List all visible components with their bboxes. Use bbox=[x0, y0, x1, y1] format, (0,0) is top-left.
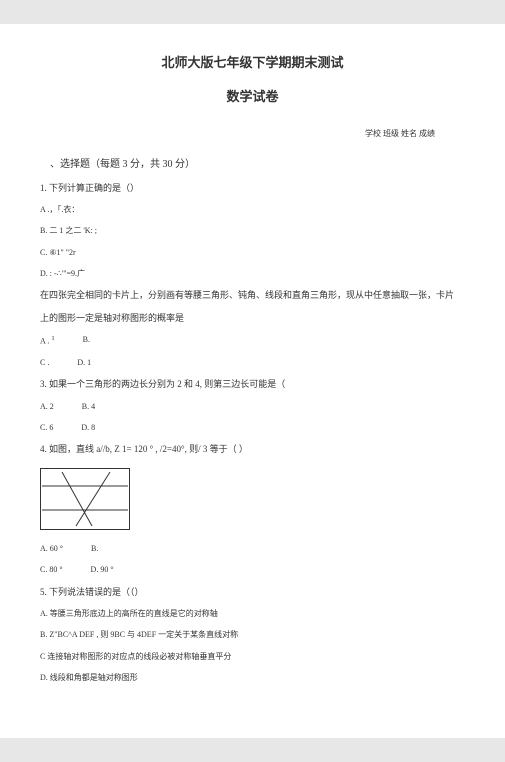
q2-opt-a: A . 1 bbox=[40, 334, 55, 347]
q1-opt-c: C. ⑥1" "2r bbox=[40, 247, 465, 258]
q1-opt-d: D. : -∴'"=9.广 bbox=[40, 268, 465, 279]
q5-opt-a: A. 等腰三角形底边上的高所在的直线是它的对称轴 bbox=[40, 608, 465, 619]
q3-stem: 3. 如果一个三角形的两边长分别为 2 和 4, 则第三边长可能是（ bbox=[40, 378, 465, 391]
q5-opt-b: B. Z"BC^A DEF , 则 9BC 与 4DEF 一定关于某条直线对称 bbox=[40, 629, 465, 640]
q3-opt-b: B. 4 bbox=[82, 401, 95, 412]
q5-opt-c: C 连接轴对称图形的对应点的线段必被对称轴垂直平分 bbox=[40, 651, 465, 662]
q4-opt-ab-row: A. 60 ° B. bbox=[40, 543, 465, 554]
q5-opt-d: D. 线段和角都是轴对称图形 bbox=[40, 672, 465, 683]
q3-opt-d: D. 8 bbox=[81, 422, 95, 433]
q4-opt-d: D. 90 ° bbox=[91, 564, 114, 575]
q2-opt-d: D. 1 bbox=[77, 357, 91, 368]
diagram-border bbox=[41, 468, 130, 529]
q3-opt-cd-row: C. 6 D. 8 bbox=[40, 422, 465, 433]
q4-diagram bbox=[40, 468, 130, 530]
q2-stem-line1: 在四张完全相同的卡片上，分别画有等腰三角形、钝角、线段和直角三角形，现从中任意抽… bbox=[40, 289, 465, 302]
q1-stem: 1. 下列计算正确的是（） bbox=[40, 182, 465, 195]
page-title-line2: 数学试卷 bbox=[40, 88, 465, 106]
q4-opt-cd-row: C. 80 ° D. 90 ° bbox=[40, 564, 465, 575]
q4-opt-c: C. 80 ° bbox=[40, 564, 63, 575]
q4-opt-b: B. bbox=[91, 543, 98, 554]
q1-opt-b: B. 二 1 之二 'K: ; bbox=[40, 225, 465, 236]
q2-opt-cd-row: C . D. 1 bbox=[40, 357, 465, 368]
section-header: 、选择题（每题 3 分，共 30 分） bbox=[50, 158, 465, 172]
q2-stem-line2: 上的图形一定是轴对称图形的概率是 bbox=[40, 312, 465, 325]
q3-opt-a: A. 2 bbox=[40, 401, 54, 412]
transversal-2 bbox=[76, 472, 110, 526]
transversal-1 bbox=[62, 472, 92, 526]
q2-opt-a-label: A . bbox=[40, 337, 49, 346]
q3-opt-c: C. 6 bbox=[40, 422, 53, 433]
exam-page: 北师大版七年级下学期期末测试 数学试卷 学校 班级 姓名 成绩 、选择题（每题 … bbox=[0, 24, 505, 738]
q1-opt-a: A .，「.衣： bbox=[40, 204, 465, 215]
q2-opt-c: C . bbox=[40, 357, 49, 368]
page-title-line1: 北师大版七年级下学期期末测试 bbox=[40, 54, 465, 72]
q4-stem: 4. 如图，直线 a//b, Z 1= 120 ° , /2=40°, 则/ 3… bbox=[40, 443, 465, 456]
q2-opt-b: B. bbox=[83, 334, 90, 347]
q4-opt-a: A. 60 ° bbox=[40, 543, 63, 554]
q3-opt-ab-row: A. 2 B. 4 bbox=[40, 401, 465, 412]
q2-opt-a-num: 1 bbox=[51, 335, 54, 342]
student-meta-line: 学校 班级 姓名 成绩 bbox=[40, 128, 465, 139]
q2-opt-ab-row: A . 1 B. bbox=[40, 334, 465, 347]
q5-stem: 5. 下列说法错误的是（（） bbox=[40, 586, 465, 599]
